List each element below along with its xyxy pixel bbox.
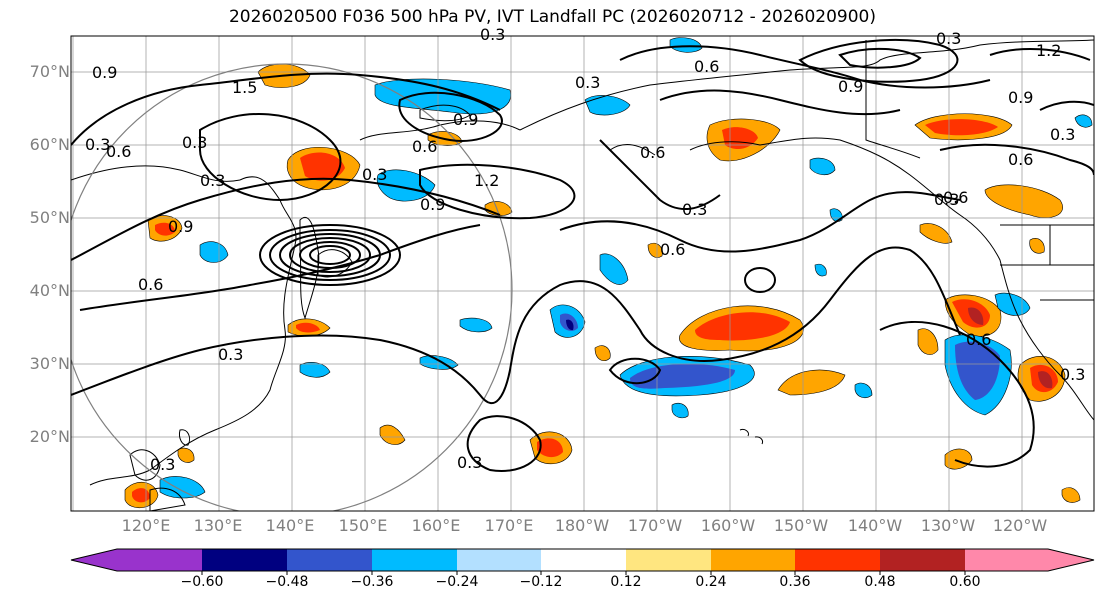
colorbar-tick-label: −0.36 xyxy=(350,574,394,590)
colorbar-tick-label: 0.48 xyxy=(864,574,896,590)
contour-label: 0.9 xyxy=(1008,88,1033,107)
contour-label: 0.3 xyxy=(1060,365,1085,384)
lon-label: 160°E xyxy=(411,516,461,535)
lon-label: 180°W xyxy=(554,516,610,535)
graticule xyxy=(71,36,1094,511)
colorbar-tick-label: 0.36 xyxy=(779,574,811,590)
contour-label: 0.3 xyxy=(682,200,707,219)
colorbar xyxy=(70,548,1095,575)
distance-circle xyxy=(71,63,513,511)
filled-anomalies xyxy=(124,37,1093,508)
lon-label: 120°W xyxy=(992,516,1048,535)
lat-label: 40°N xyxy=(29,281,70,300)
map-frame xyxy=(70,35,1095,512)
contour-label: 0.6 xyxy=(966,330,991,349)
lat-label: 70°N xyxy=(29,62,70,81)
lat-label: 20°N xyxy=(29,427,70,446)
contour-label: 0.6 xyxy=(660,240,685,259)
colorbar-tick-label: 0.60 xyxy=(949,574,981,590)
lon-label: 150°E xyxy=(338,516,388,535)
lon-label: 140°W xyxy=(847,516,903,535)
pv-contours xyxy=(71,39,1094,472)
colorbar-extend-max xyxy=(1048,549,1094,571)
colorbar-tick-label: −0.60 xyxy=(180,574,224,590)
contour-label: 0.3 xyxy=(362,165,387,184)
colorbar-bin xyxy=(711,549,795,571)
colorbar-extend-min xyxy=(71,549,117,571)
contour-label: 0.6 xyxy=(640,143,665,162)
lon-label: 140°E xyxy=(265,516,315,535)
colorbar-bin xyxy=(117,549,202,571)
contour-label: 0.3 xyxy=(200,171,225,190)
contour-label: 1.5 xyxy=(232,78,257,97)
contour-label: 0.6 xyxy=(694,57,719,76)
colorbar-tick-label: −0.24 xyxy=(435,574,479,590)
contour-labels: 0.30.91.50.30.60.30.90.3 0.60.3 1.20.90.90… xyxy=(85,25,1085,474)
colorbar-bin xyxy=(541,549,626,571)
colorbar-tick-label: 0.12 xyxy=(610,574,642,590)
contour-label: 0.3 xyxy=(150,455,175,474)
negative-anomaly xyxy=(159,37,1093,499)
map-title: 2026020500 F036 500 hPa PV, IVT Landfall… xyxy=(228,7,876,27)
contour-label: 0.6 xyxy=(138,275,163,294)
positive-anomaly xyxy=(124,63,1081,508)
lon-label: 160°W xyxy=(700,516,756,535)
contour-label: 1.2 xyxy=(1036,41,1061,60)
colorbar-bin xyxy=(795,549,880,571)
colorbar-bin xyxy=(626,549,711,571)
lon-label: 120°E xyxy=(121,516,171,535)
contour-label: 0.3 xyxy=(934,190,959,209)
lat-label: 60°N xyxy=(29,135,70,154)
lon-label: 130°W xyxy=(920,516,976,535)
colorbar-bin xyxy=(965,549,1048,571)
colorbar-bin xyxy=(880,549,965,571)
lon-label: 130°E xyxy=(193,516,243,535)
contour-label: 0.3 xyxy=(457,453,482,472)
lon-label: 170°W xyxy=(627,516,683,535)
colorbar-bin xyxy=(287,549,372,571)
contour-label: 0.9 xyxy=(838,77,863,96)
contour-label: 0.3 xyxy=(1050,125,1075,144)
colorbar-tick-label: 0.24 xyxy=(695,574,727,590)
lon-label: 150°W xyxy=(773,516,829,535)
contour-label: 0.3 xyxy=(182,133,207,152)
lat-label: 50°N xyxy=(29,208,70,227)
contour-label: 0.9 xyxy=(453,110,478,129)
lat-label: 30°N xyxy=(29,354,70,373)
lon-label: 170°E xyxy=(484,516,534,535)
contour-label: 0.6 xyxy=(412,137,437,156)
contour-label: 0.3 xyxy=(218,345,243,364)
contour-label: 0.9 xyxy=(92,63,117,82)
contour-label: 0.3 xyxy=(936,29,961,48)
colorbar-tick-label: −0.48 xyxy=(265,574,309,590)
contour-label: 0.3 xyxy=(480,25,505,44)
contour-label: 1.2 xyxy=(474,171,499,190)
contour-label: 0.6 xyxy=(106,142,131,161)
colorbar-bin xyxy=(202,549,287,571)
contour-label: 0.3 xyxy=(575,73,600,92)
colorbar-tick-label: −0.12 xyxy=(519,574,563,590)
contour-label: 0.9 xyxy=(168,217,193,236)
contour-label: 0.6 xyxy=(1008,150,1033,169)
colorbar-bin xyxy=(372,549,457,571)
contour-label: 0.6 xyxy=(943,188,968,207)
contour-label: 0.3 xyxy=(85,135,110,154)
colorbar-bin xyxy=(457,549,541,571)
contour-label: 0.9 xyxy=(420,195,445,214)
